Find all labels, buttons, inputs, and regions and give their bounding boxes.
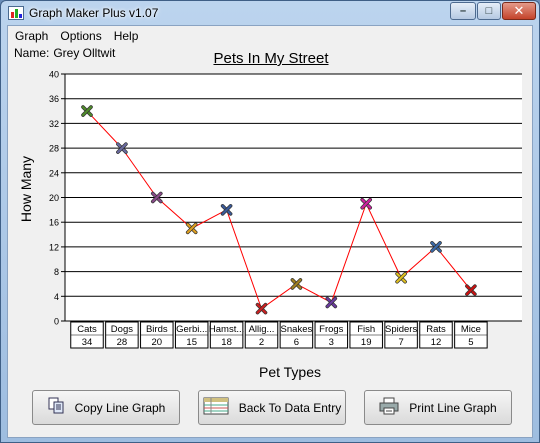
back-to-data-entry-button[interactable]: Back To Data Entry: [198, 390, 346, 425]
data-point-marker: [81, 105, 93, 117]
value-label: 6: [294, 337, 299, 348]
y-tick-label: 4: [54, 292, 59, 302]
value-label: 2: [259, 337, 264, 348]
data-point-marker: [185, 222, 198, 235]
category-label: Rats: [426, 324, 446, 335]
close-button[interactable]: ✕: [502, 2, 536, 20]
x-axis-label: Pet Types: [258, 364, 321, 380]
category-label: Dogs: [111, 324, 133, 335]
menu-graph[interactable]: Graph: [15, 28, 49, 43]
maximize-button[interactable]: □: [477, 2, 501, 20]
data-point-marker: [360, 197, 373, 210]
value-label: 28: [117, 337, 128, 348]
chart-title: Pets In My Street: [213, 50, 329, 67]
category-label: Allig...: [249, 324, 275, 335]
data-point-marker: [430, 241, 442, 253]
data-point-marker: [255, 302, 268, 315]
category-label: Birds: [146, 324, 168, 335]
y-axis-label: How Many: [18, 155, 34, 223]
y-tick-label: 40: [49, 70, 59, 80]
data-point-marker: [290, 278, 303, 290]
category-label: Mice: [461, 324, 481, 335]
data-point-marker: [220, 204, 233, 216]
y-tick-label: 36: [49, 94, 59, 104]
category-label: Frogs: [319, 324, 344, 335]
category-label: Hamst...: [209, 324, 244, 335]
value-label: 7: [398, 337, 403, 348]
client-area: Graph Options Help Name: Grey Olltwit Pet…: [7, 25, 533, 438]
data-point-marker: [116, 142, 128, 154]
value-label: 18: [221, 337, 232, 348]
y-tick-label: 16: [49, 218, 59, 228]
category-label: Snakes: [281, 324, 313, 335]
y-tick-label: 32: [49, 119, 59, 129]
y-tick-label: 12: [49, 242, 59, 252]
copy-line-graph-label: Copy Line Graph: [74, 400, 166, 415]
name-value: Grey Olltwit: [53, 46, 116, 60]
copy-icon: [47, 397, 65, 418]
spreadsheet-icon: [203, 397, 229, 418]
title-bar[interactable]: Graph Maker Plus v1.07 – □ ✕: [1, 1, 539, 25]
y-tick-label: 20: [49, 193, 59, 203]
app-icon: [8, 6, 24, 20]
name-label: Name: Grey Olltwit: [14, 46, 119, 60]
category-label: Cats: [77, 324, 97, 335]
data-point-marker: [151, 191, 163, 204]
y-tick-label: 8: [54, 267, 59, 277]
minimize-button[interactable]: –: [450, 2, 476, 20]
back-to-data-entry-label: Back To Data Entry: [238, 400, 342, 415]
printer-icon: [379, 397, 399, 418]
value-label: 15: [186, 337, 197, 348]
category-label: Gerbi...: [176, 324, 207, 335]
value-label: 5: [468, 337, 473, 348]
y-tick-label: 0: [54, 317, 59, 327]
print-line-graph-button[interactable]: Print Line Graph: [364, 390, 512, 425]
copy-line-graph-button[interactable]: Copy Line Graph: [32, 390, 180, 425]
y-tick-label: 28: [49, 144, 59, 154]
value-label: 3: [329, 337, 334, 348]
menu-options[interactable]: Options: [60, 28, 102, 43]
window-title: Graph Maker Plus v1.07: [29, 6, 159, 20]
print-line-graph-label: Print Line Graph: [409, 400, 497, 415]
value-label: 19: [361, 337, 372, 348]
category-label: Fish: [357, 324, 375, 335]
category-label: Spiders: [385, 324, 417, 335]
menu-help[interactable]: Help: [113, 28, 139, 43]
line-chart: 0481216202428323640Cats34Dogs28Birds20Ge…: [49, 70, 522, 349]
data-point-marker: [325, 296, 338, 309]
value-label: 12: [431, 337, 442, 348]
menu-bar: Graph Options Help: [8, 26, 532, 45]
series-line: [86, 110, 472, 310]
name-prefix: Name:: [14, 46, 50, 60]
data-point-marker: [465, 284, 477, 296]
data-point-marker: [395, 271, 407, 284]
y-tick-label: 24: [49, 168, 59, 178]
value-label: 34: [82, 337, 93, 348]
value-label: 20: [152, 337, 163, 348]
